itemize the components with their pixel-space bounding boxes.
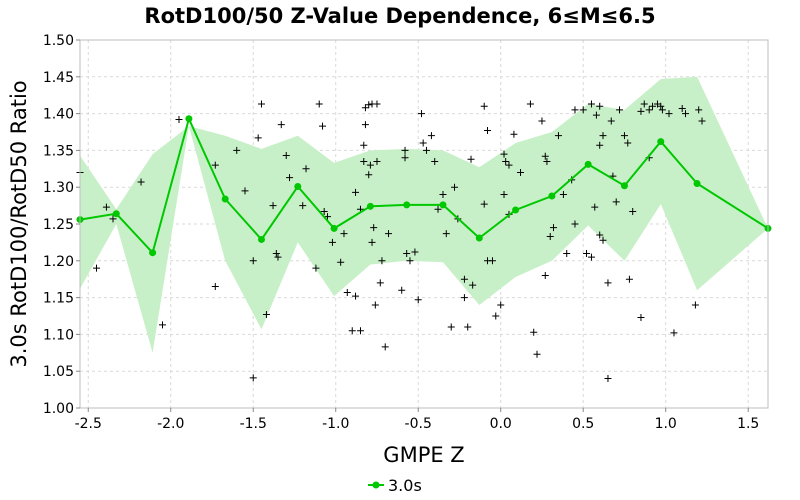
x-tick-label: 1.5 [737, 416, 759, 432]
y-tick-label: 1.20 [43, 254, 74, 270]
x-tick-label: -0.5 [405, 416, 432, 432]
series-point [694, 180, 701, 187]
x-tick-label: -2.5 [75, 416, 102, 432]
series-point [113, 210, 120, 217]
y-tick-label: 1.10 [43, 327, 74, 343]
series-point [331, 225, 338, 232]
series-point [222, 195, 229, 202]
series-point [657, 138, 664, 145]
series-point [367, 203, 374, 210]
series-point [585, 161, 592, 168]
series-point [621, 182, 628, 189]
x-tick-label: -2.0 [157, 416, 184, 432]
y-axis-title: 3.0s RotD100/RotD50 Ratio [7, 80, 31, 367]
series-point [185, 115, 192, 122]
x-tick-label: -1.5 [240, 416, 267, 432]
y-tick-label: 1.15 [43, 291, 74, 307]
y-tick-label: 1.35 [43, 143, 74, 159]
legend-marker [373, 482, 380, 489]
chart-title: RotD100/50 Z-Value Dependence, 6≤M≤6.5 [144, 4, 655, 28]
series-point [403, 201, 410, 208]
y-tick-label: 1.45 [43, 70, 74, 86]
x-tick-label: 1.0 [655, 416, 677, 432]
y-tick-label: 1.50 [43, 33, 74, 49]
series-point [258, 236, 265, 243]
y-tick-label: 1.00 [43, 401, 74, 417]
y-tick-label: 1.25 [43, 217, 74, 233]
y-tick-label: 1.40 [43, 107, 74, 123]
series-point [439, 201, 446, 208]
series-point [548, 193, 555, 200]
x-tick-label: 0.5 [572, 416, 594, 432]
series-point [476, 234, 483, 241]
series-point [512, 207, 519, 214]
y-tick-label: 1.30 [43, 180, 74, 196]
x-axis-title: GMPE Z [383, 443, 464, 467]
legend-label: 3.0s [388, 476, 422, 495]
x-tick-label: -1.0 [322, 416, 349, 432]
x-tick-label: 0.0 [490, 416, 512, 432]
series-point [294, 183, 301, 190]
y-tick-label: 1.05 [43, 364, 74, 380]
series-point [149, 249, 156, 256]
